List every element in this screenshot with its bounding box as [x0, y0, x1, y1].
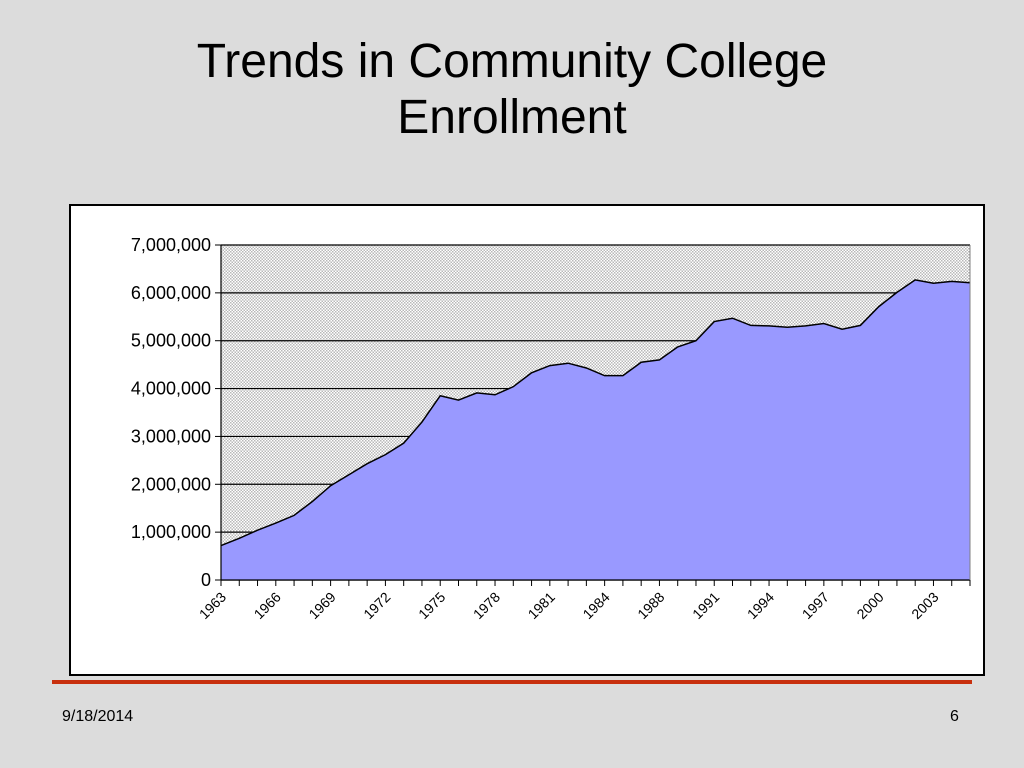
y-tick-label: 0 — [201, 570, 211, 590]
y-tick-label: 3,000,000 — [131, 426, 211, 446]
enrollment-area — [221, 279, 970, 580]
slide-title-line1: Trends in Community College — [196, 35, 828, 88]
x-tick-label: 1963 — [196, 589, 229, 622]
chart-frame: 0 1,000,000 2,000,000 3,000,000 4,000,000 5,0… — [69, 204, 985, 676]
x-tick-label: 1972 — [360, 589, 393, 622]
x-tick-label: 2003 — [908, 589, 941, 622]
x-tick-label: 1988 — [634, 589, 667, 622]
enrollment-line — [220, 279, 971, 547]
y-tick-label: 6,000,000 — [131, 283, 211, 303]
x-tick-label: 1991 — [689, 589, 722, 622]
x-tick-label: 1978 — [470, 589, 503, 622]
footer-date: 9/18/2014 — [62, 708, 134, 725]
y-tick-label: 4,000,000 — [131, 379, 211, 399]
page-number: 6 — [950, 708, 959, 725]
x-tick-label: 1966 — [251, 589, 284, 622]
enrollment-area-chart: 0 1,000,000 2,000,000 3,000,000 4,000,000 5,0… — [131, 235, 971, 622]
x-tick-label: 1969 — [305, 589, 338, 622]
x-tick-label: 1975 — [415, 589, 448, 622]
x-tick-label: 1997 — [799, 589, 832, 622]
y-tick-label: 2,000,000 — [131, 474, 211, 494]
y-tick-label: 7,000,000 — [131, 235, 211, 255]
y-tick-label: 5,000,000 — [131, 331, 211, 351]
x-tick-label: 1984 — [579, 589, 612, 622]
footer-rule — [52, 680, 972, 684]
y-tick-label: 1,000,000 — [131, 522, 211, 542]
x-tick-label: 1994 — [744, 589, 777, 622]
slide-title: Trends in Community College Enrollment — [0, 34, 1024, 146]
x-tick-label: 2000 — [853, 589, 886, 622]
slide-title-line2: Enrollment — [397, 91, 627, 144]
x-tick-label: 1981 — [525, 589, 558, 622]
